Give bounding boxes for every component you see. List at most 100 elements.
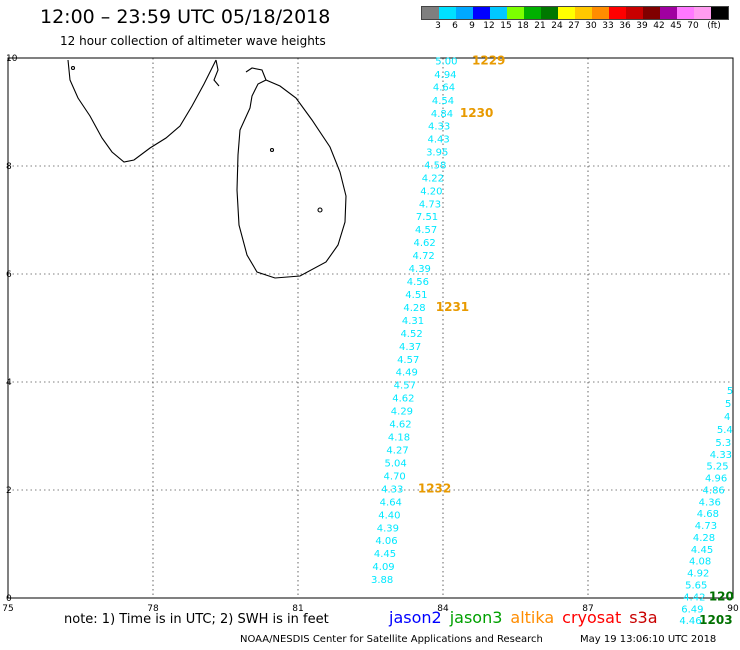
pass-time-label: 1230 bbox=[460, 106, 493, 120]
legend-label: 3 bbox=[435, 21, 441, 31]
axis-labels: 75 78 81 84 87 90 0 2 4 6 8 10 bbox=[2, 54, 739, 614]
legend-label: 27 bbox=[568, 21, 580, 31]
swh-value: 4.06 bbox=[375, 536, 397, 547]
legend-label: 15 bbox=[500, 21, 512, 31]
legend-swatch bbox=[456, 7, 473, 19]
legend-swatch bbox=[677, 7, 694, 19]
swh-value: 3.88 bbox=[371, 575, 393, 586]
legend-swatch bbox=[422, 7, 439, 19]
island-small-2 bbox=[269, 147, 275, 153]
map-subtitle: 12 hour collection of altimeter wave hei… bbox=[60, 34, 326, 48]
swh-value: 4.40 bbox=[378, 510, 400, 521]
swh-value: 4.33 bbox=[710, 450, 732, 461]
island-small-3 bbox=[317, 207, 323, 213]
swh-value: 4.70 bbox=[384, 471, 406, 482]
swh-value: 3.95 bbox=[426, 147, 448, 158]
swh-value: 4.57 bbox=[415, 225, 437, 236]
swh-value: 4.31 bbox=[402, 316, 424, 327]
lat-tick-label: 6 bbox=[6, 270, 12, 280]
swh-value: 4.72 bbox=[413, 251, 435, 262]
legend-swatch bbox=[711, 7, 728, 19]
swh-value: 4.62 bbox=[414, 238, 436, 249]
legend-label: 21 bbox=[534, 21, 546, 31]
legend-label: 30 bbox=[585, 21, 597, 31]
legend-label: 9 bbox=[469, 21, 475, 31]
swh-value: 4.28 bbox=[403, 303, 425, 314]
jaffna-peninsula bbox=[245, 67, 267, 81]
swh-value: 5.4 bbox=[717, 425, 733, 436]
swh-value: 4.94 bbox=[434, 70, 456, 81]
swh-value: 4.73 bbox=[695, 521, 717, 532]
swh-value: 4.57 bbox=[397, 355, 419, 366]
lat-tick-label: 2 bbox=[6, 486, 12, 496]
swh-value: 5.3 bbox=[715, 438, 731, 449]
swh-value: 4.49 bbox=[396, 368, 418, 379]
swh-value: 4.20 bbox=[420, 186, 442, 197]
swh-value: 4.33 bbox=[381, 484, 403, 495]
swh-value: 4.52 bbox=[400, 329, 422, 340]
satellite-legend: jason2 jason3 altika cryosat s3a bbox=[389, 608, 666, 627]
swh-value: 5 bbox=[727, 386, 733, 397]
pass-time-labels: 1229 1230 1231 1232 120 1203 bbox=[418, 54, 734, 627]
legend-swatch bbox=[558, 7, 575, 19]
swh-value: 4.33 bbox=[428, 122, 450, 133]
swh-value: 4.54 bbox=[432, 96, 454, 107]
swh-value: 4.45 bbox=[374, 549, 396, 560]
legend-swatch bbox=[643, 7, 660, 19]
legend-label: 24 bbox=[551, 21, 563, 31]
sri-lanka-coastline bbox=[236, 79, 347, 279]
swh-value: 6.49 bbox=[681, 604, 703, 615]
pass-time-label: 1203 bbox=[699, 613, 732, 627]
swh-value: 4.42 bbox=[683, 592, 705, 603]
legend-swatch bbox=[660, 7, 677, 19]
swh-value: 4.58 bbox=[424, 160, 446, 171]
legend-label: (ft) bbox=[707, 21, 721, 31]
legend-color-swatches bbox=[421, 6, 729, 20]
swh-value: 4.45 bbox=[691, 545, 713, 556]
swh-value: 4.22 bbox=[422, 173, 444, 184]
lat-tick-label: 10 bbox=[6, 54, 18, 64]
altimeter-tracks: 5.004.944.644.544.844.334.433.954.584.22… bbox=[371, 57, 733, 627]
swh-value: 4.73 bbox=[419, 199, 441, 210]
coastline bbox=[67, 59, 347, 279]
legend-value-labels: 3 6 9 12 15 18 21 24 27 30 33 36 39 42 45 70 (ft) bbox=[421, 21, 740, 33]
swh-value: 4.28 bbox=[693, 533, 715, 544]
swh-value: 4.68 bbox=[697, 509, 719, 520]
swh-value: 4.36 bbox=[699, 497, 721, 508]
swh-value: 4.92 bbox=[687, 569, 709, 580]
swh-value: 4.64 bbox=[380, 497, 402, 508]
pass-time-label: 1232 bbox=[418, 481, 451, 495]
lat-lon-grid bbox=[7, 57, 734, 599]
india-coastline bbox=[67, 59, 217, 163]
legend-swatch bbox=[439, 7, 456, 19]
legend-swatch bbox=[541, 7, 558, 19]
legend-swatch bbox=[507, 7, 524, 19]
pass-time-label: 120 bbox=[709, 589, 734, 603]
legend-swatch bbox=[490, 7, 507, 19]
pass-time-label: 1231 bbox=[436, 300, 469, 314]
swh-value: 4.84 bbox=[431, 109, 453, 120]
legend-label: 45 bbox=[670, 21, 682, 31]
legend-swatch bbox=[609, 7, 626, 19]
footer-credit: NOAA/NESDIS Center for Satellite Applica… bbox=[240, 634, 543, 645]
lon-tick-label: 78 bbox=[147, 604, 159, 614]
lat-tick-label: 8 bbox=[6, 162, 12, 172]
swh-value: 4.62 bbox=[389, 420, 411, 431]
swh-value: 4.51 bbox=[405, 290, 427, 301]
palk-strait-coast bbox=[213, 59, 220, 87]
swh-value: 5.00 bbox=[435, 57, 457, 68]
swh-value: 4.08 bbox=[689, 557, 711, 568]
legend-label: 6 bbox=[452, 21, 458, 31]
map-frame bbox=[7, 57, 734, 599]
lon-tick-label: 90 bbox=[727, 604, 739, 614]
swh-value: 4.29 bbox=[391, 407, 413, 418]
swh-value: 4.64 bbox=[433, 83, 455, 94]
legend-label: 18 bbox=[517, 21, 529, 31]
swh-value: 5 bbox=[725, 399, 731, 410]
lon-tick-label: 81 bbox=[292, 604, 303, 614]
legend-label: 36 bbox=[619, 21, 631, 31]
satellite-name: jason2 bbox=[389, 608, 442, 627]
lat-tick-label: 4 bbox=[6, 378, 12, 388]
swh-value: 7.51 bbox=[416, 212, 438, 223]
